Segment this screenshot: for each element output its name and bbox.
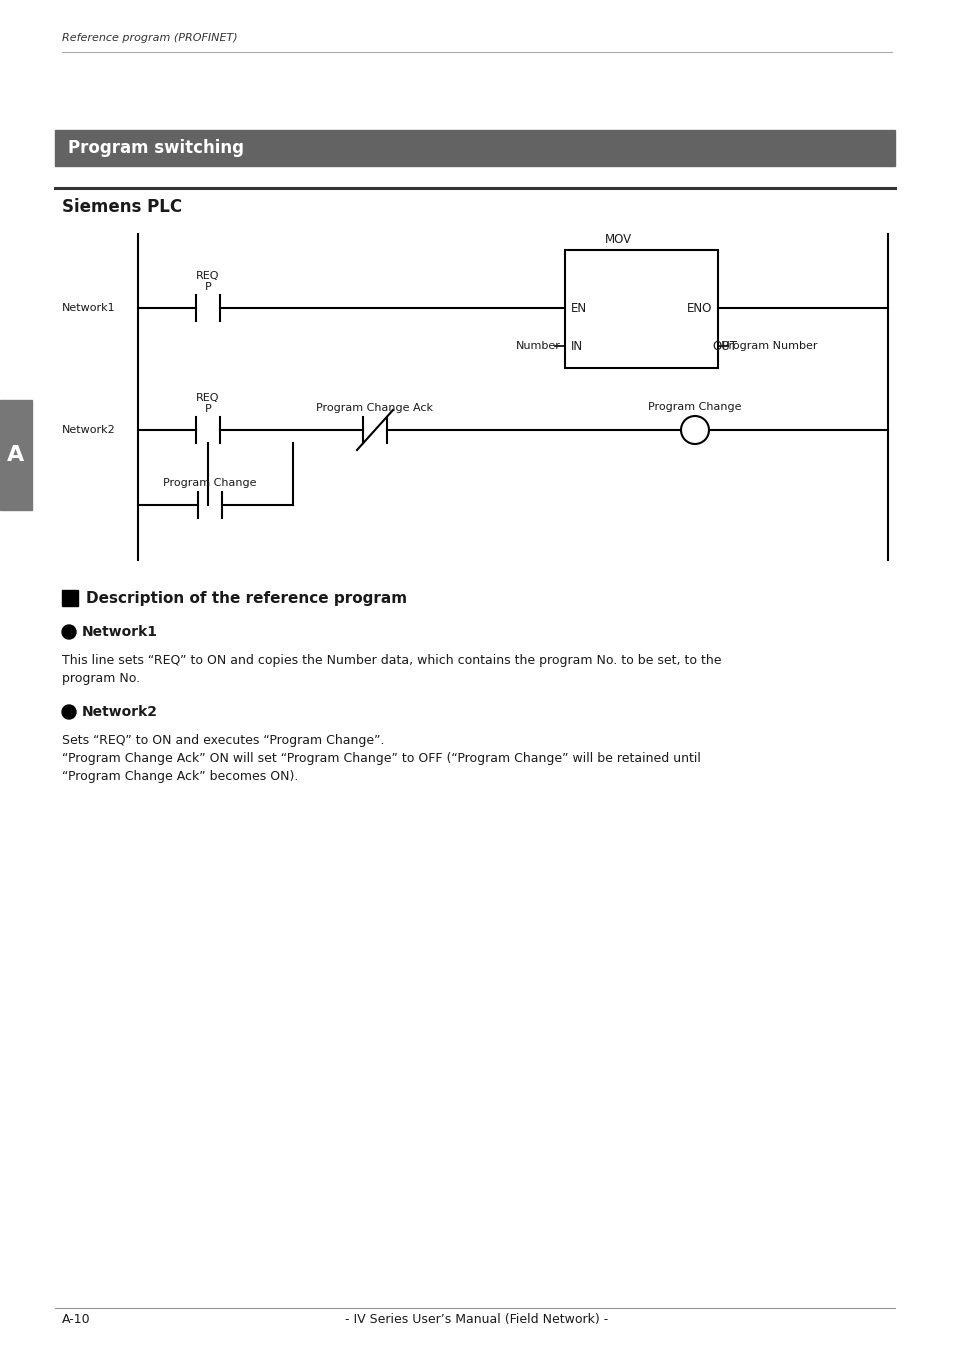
- Text: Network2: Network2: [62, 425, 115, 435]
- Bar: [62, 590, 78, 607]
- Text: REQ: REQ: [196, 394, 219, 403]
- Bar: [564, 249, 718, 368]
- Text: Program Change: Program Change: [163, 479, 256, 488]
- Text: Program Change Ack: Program Change Ack: [316, 403, 433, 412]
- Text: Program switching: Program switching: [68, 139, 244, 156]
- Text: A-10: A-10: [62, 1313, 91, 1326]
- Text: MOV: MOV: [604, 233, 632, 245]
- Text: Reference program (PROFINET): Reference program (PROFINET): [62, 32, 237, 43]
- Text: IN: IN: [571, 340, 582, 352]
- Circle shape: [62, 625, 76, 639]
- Text: P: P: [204, 282, 212, 293]
- Text: Network1: Network1: [82, 625, 158, 639]
- Text: REQ: REQ: [196, 271, 219, 280]
- Text: EN: EN: [571, 302, 586, 314]
- Text: Number: Number: [516, 341, 560, 350]
- Text: Siemens PLC: Siemens PLC: [62, 198, 182, 216]
- Text: A: A: [8, 445, 25, 465]
- Text: Network2: Network2: [82, 705, 158, 718]
- Text: - IV Series User’s Manual (Field Network) -: - IV Series User’s Manual (Field Network…: [345, 1313, 608, 1326]
- Circle shape: [62, 705, 76, 718]
- Text: Network1: Network1: [62, 303, 115, 313]
- Text: P: P: [204, 404, 212, 414]
- Text: Program Number: Program Number: [721, 341, 817, 350]
- Text: Description of the reference program: Description of the reference program: [86, 590, 407, 605]
- Text: ENO: ENO: [686, 302, 711, 314]
- Text: This line sets “REQ” to ON and copies the Number data, which contains the progra: This line sets “REQ” to ON and copies th…: [62, 654, 720, 685]
- Text: Program Change: Program Change: [648, 402, 741, 412]
- Bar: [55, 129, 894, 166]
- Text: Sets “REQ” to ON and executes “Program Change”.
“Program Change Ack” ON will set: Sets “REQ” to ON and executes “Program C…: [62, 735, 700, 783]
- Text: OUT: OUT: [711, 340, 737, 352]
- Bar: [0, 400, 32, 510]
